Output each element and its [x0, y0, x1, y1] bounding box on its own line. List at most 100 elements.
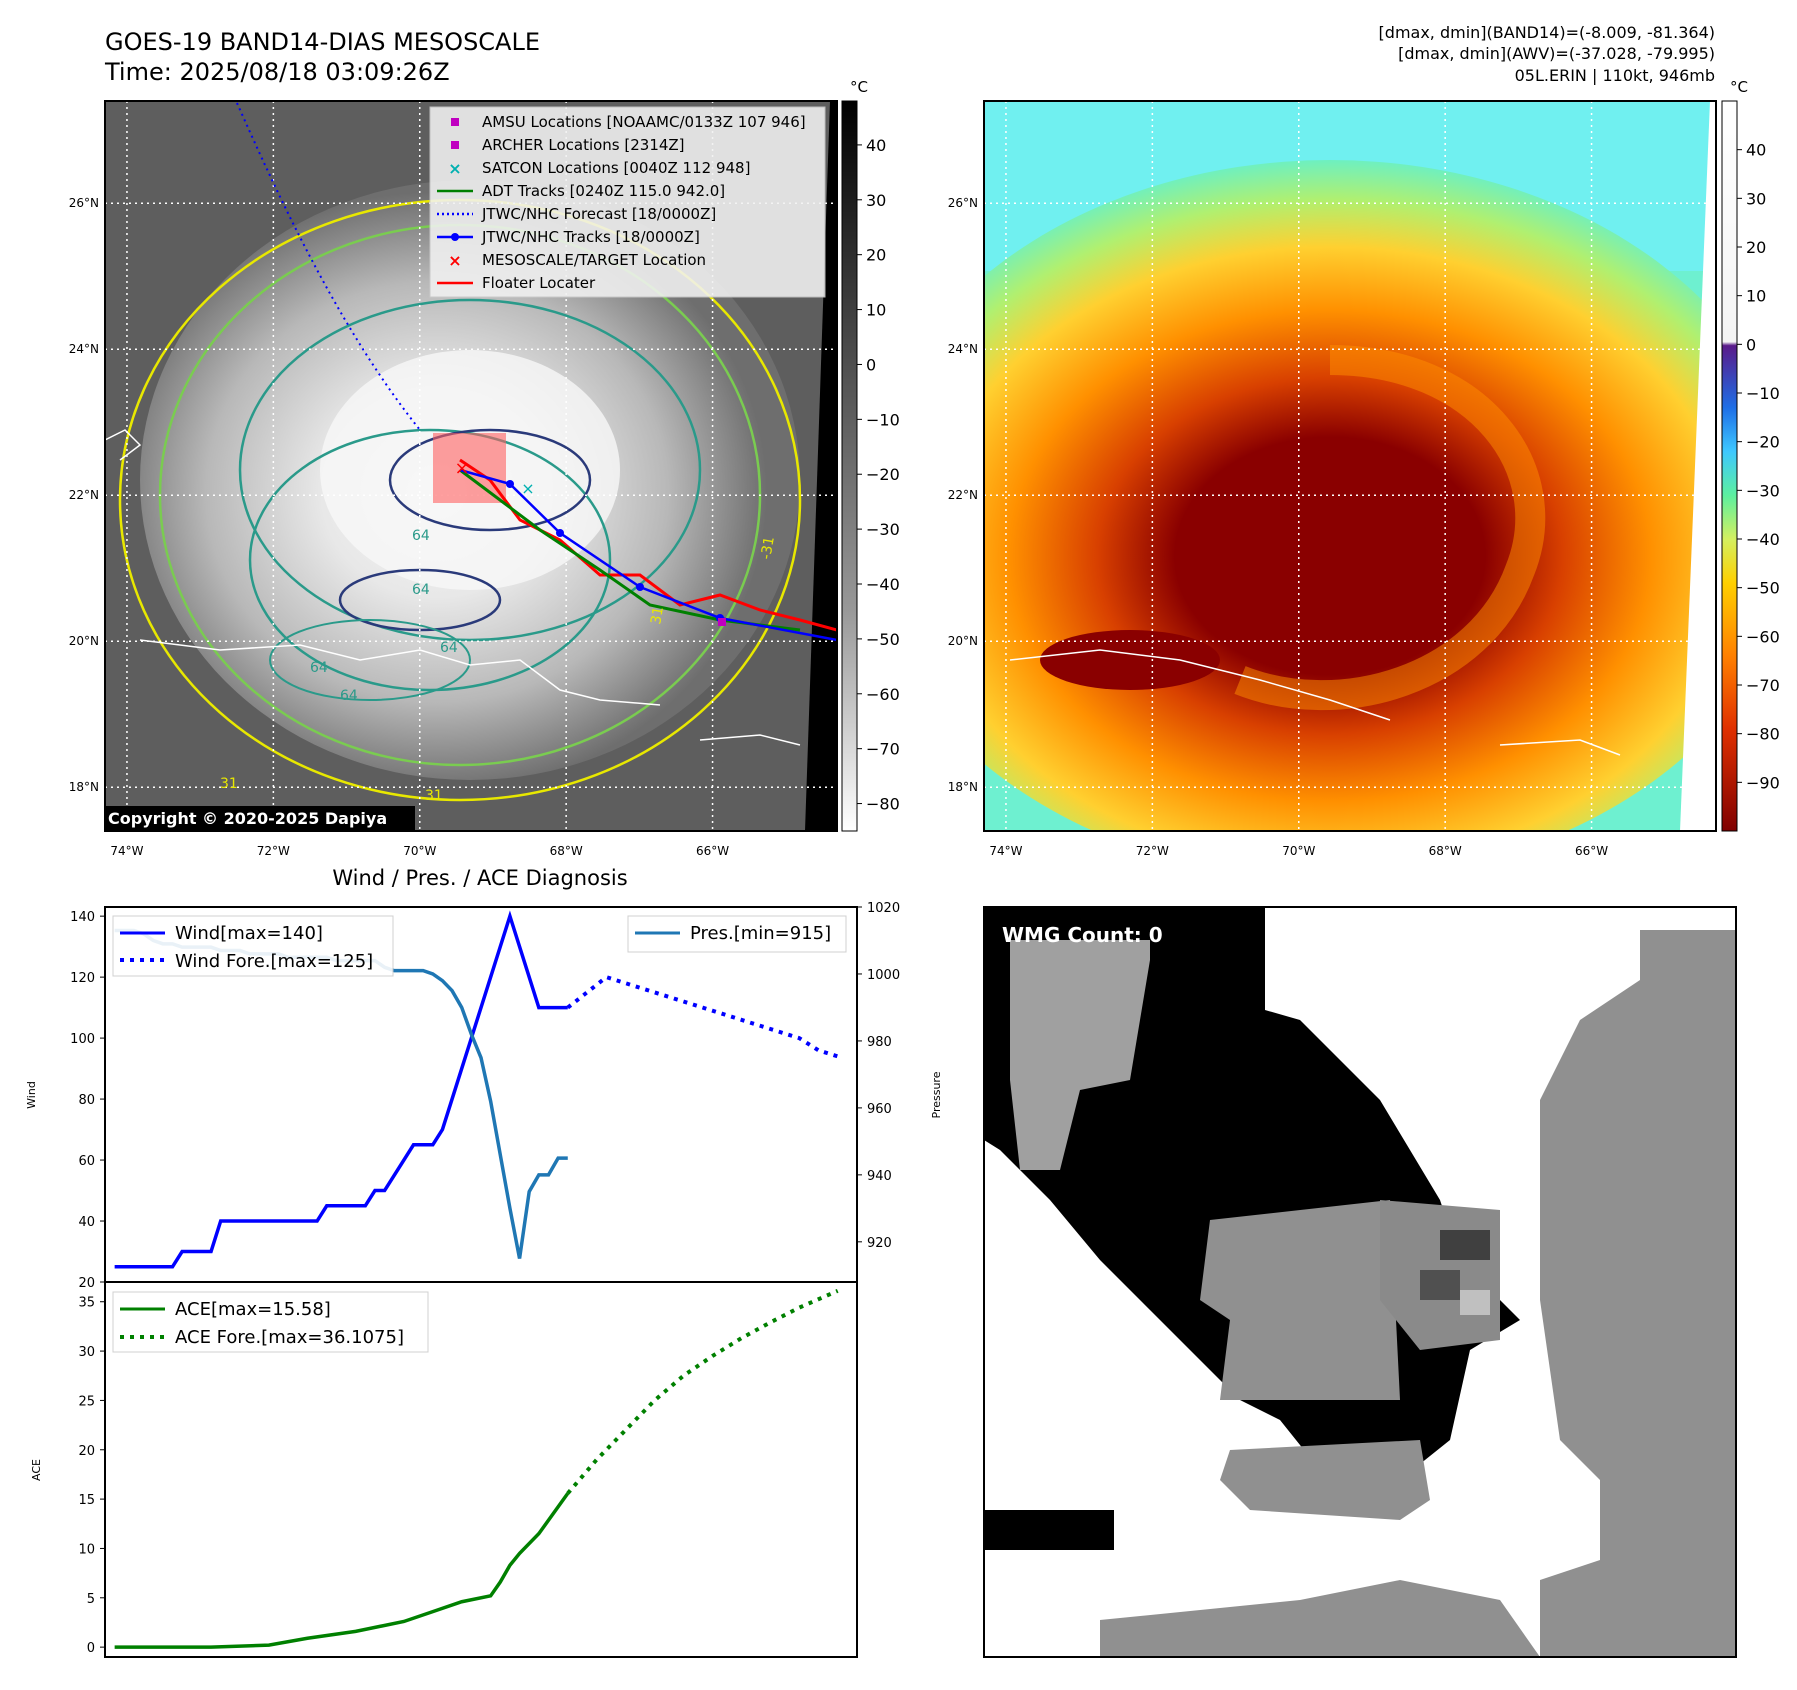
series-line — [114, 1492, 570, 1649]
y-tick-label: 80 — [78, 1093, 95, 1108]
y-tick-label: 100 — [70, 1032, 95, 1047]
legend-marker-x: × — [448, 251, 461, 270]
y-tick-label: 25 — [78, 1394, 95, 1409]
colorbar-tick-label: −30 — [866, 520, 900, 539]
legend-label: Floater Locater — [482, 274, 596, 292]
lon-tick-label: 74°W — [989, 844, 1022, 858]
lon-tick-label: 66°W — [696, 844, 729, 858]
colorbar-tick-label: −80 — [1746, 725, 1780, 744]
legend-label: ADT Tracks [0240Z 115.0 942.0] — [482, 182, 725, 200]
y-tick-label: 0 — [87, 1641, 95, 1656]
series-line — [566, 974, 839, 1059]
lon-tick-label: 72°W — [1136, 844, 1169, 858]
copyright-text: Copyright © 2020-2025 Dapiya — [108, 809, 387, 828]
colorbar-tick-label: −60 — [1746, 627, 1780, 646]
colorbar-tick-label: 20 — [866, 246, 886, 265]
colorbar-tick-label: 0 — [866, 355, 876, 374]
legend-label: JTWC/NHC Tracks [18/0000Z] — [481, 228, 700, 246]
contour-label: 31 — [220, 776, 238, 792]
wind-legend-box — [112, 915, 394, 977]
contour-teal-2 — [248, 428, 612, 692]
page-title: GOES-19 BAND14-DIAS MESOSCALE — [105, 28, 540, 56]
wmg-light-cell — [1460, 1290, 1490, 1315]
y-tick-label: 10 — [78, 1542, 95, 1557]
wv-dry-slot — [1040, 630, 1220, 690]
series-line — [114, 910, 568, 1269]
contour-label: 31 — [648, 605, 667, 625]
jtwc-forecast-track — [236, 102, 421, 431]
lat-tick-label: 18°N — [69, 780, 99, 794]
contour-label: 64 — [440, 640, 458, 656]
legend-box — [429, 106, 826, 298]
stats-line-1: [dmax, dmin](BAND14)=(-8.009, -81.364) — [1379, 23, 1715, 42]
contour-teal-3 — [269, 619, 471, 701]
lon-tick-label: 70°W — [403, 844, 436, 858]
colorbar-tick-label: −40 — [866, 575, 900, 594]
colorbar-tick-label: −50 — [866, 630, 900, 649]
pressure-legend-label: Pres.[min=915] — [690, 923, 831, 944]
colorbar-tick-label: 20 — [1746, 238, 1766, 257]
colorbar-tick-label: −80 — [866, 795, 900, 814]
y2-tick-label: 960 — [867, 1102, 892, 1117]
wind-legend-label: Wind[max=140] — [175, 923, 323, 944]
contour-teal-1 — [238, 298, 702, 642]
map-legend: AMSU Locations [NOAAMC/0133Z 107 946] ARC… — [429, 106, 826, 298]
pressure-axis-label: Pressure — [930, 1071, 943, 1118]
colorbar-tick-label: 30 — [1746, 189, 1766, 208]
colorbar-tick-label: −70 — [866, 740, 900, 759]
stats-line-2: [dmax, dmin](AWV)=(-37.028, -79.995) — [1398, 44, 1715, 63]
y2-tick-label: 920 — [867, 1236, 892, 1251]
legend-marker-square — [451, 141, 459, 149]
coastline-bahamas — [105, 429, 142, 461]
colorbar-tick-label: −20 — [866, 465, 900, 484]
copyright-box — [105, 806, 415, 831]
y-tick-label: 140 — [70, 910, 95, 925]
wmg-panel: WMG Count: 0 — [983, 906, 1737, 1658]
wv-coastline-puerto-rico — [1499, 739, 1621, 756]
colorbar-tick-label: 0 — [1746, 335, 1756, 354]
y2-tick-label: 980 — [867, 1035, 892, 1050]
lat-tick-label: 22°N — [948, 488, 978, 502]
lon-tick-label: 68°W — [1429, 844, 1462, 858]
ir-no-data-wedge — [805, 101, 837, 831]
colorbar-tick-label: −50 — [1746, 579, 1780, 598]
ir-colorbar-bar — [841, 100, 858, 832]
legend-label: ARCHER Locations [2314Z] — [482, 136, 685, 154]
jtwc-track-point — [506, 480, 514, 488]
wv-colorbar-bar — [1721, 100, 1738, 832]
coastline-puerto-rico — [699, 734, 801, 746]
lon-tick-label: 72°W — [257, 844, 290, 858]
legend-label: AMSU Locations [NOAAMC/0133Z 107 946] — [482, 113, 806, 131]
lat-tick-label: 20°N — [69, 634, 99, 648]
ace-legend-label: ACE[max=15.58] — [175, 1299, 331, 1320]
contour-label: 64 — [310, 660, 328, 676]
ace-fore-legend-label: ACE Fore.[max=36.1075] — [175, 1327, 404, 1348]
y2-tick-label: 940 — [867, 1169, 892, 1184]
series-line — [566, 1288, 839, 1495]
wmg-mid-gray-patch — [1200, 1200, 1400, 1400]
lon-tick-label: 68°W — [550, 844, 583, 858]
wv-storm-field — [984, 160, 1716, 831]
ace-chart: ACE 0 5 10 15 20 25 30 35 ACE[max=15.58] ACE Fo… — [30, 1281, 858, 1658]
ace-legend: ACE[max=15.58] ACE Fore.[max=36.1075] — [112, 1291, 429, 1353]
lat-tick-label: 18°N — [948, 780, 978, 794]
lon-tick-label: 74°W — [110, 844, 143, 858]
lat-tick-label: 22°N — [69, 488, 99, 502]
page-subtitle: Time: 2025/08/18 03:09:26Z — [104, 58, 450, 86]
colorbar-tick-label: 10 — [866, 301, 886, 320]
lon-tick-label: 66°W — [1575, 844, 1608, 858]
wmg-frame — [983, 906, 1737, 1658]
contour-label: 31 — [425, 788, 443, 804]
legend-label: JTWC/NHC Forecast [18/0000Z] — [481, 205, 716, 223]
stats-line-3: 05L.ERIN | 110kt, 946mb — [1515, 66, 1715, 85]
colorbar-tick-label: −10 — [866, 410, 900, 429]
legend-marker-x: × — [448, 159, 461, 178]
contour-navy-1 — [388, 428, 592, 532]
colorbar-tick-label: 10 — [1746, 287, 1766, 306]
ir-map-frame — [104, 100, 838, 832]
ir-map-axis-labels: 74°W 72°W 70°W 68°W 66°W 26°N 24°N 22°N 20°N 18°N — [69, 196, 730, 858]
contour-label: 64 — [412, 528, 430, 544]
wv-map-frame — [983, 100, 1717, 832]
jtwc-track — [459, 468, 837, 642]
contour-label: 64 — [412, 582, 430, 598]
